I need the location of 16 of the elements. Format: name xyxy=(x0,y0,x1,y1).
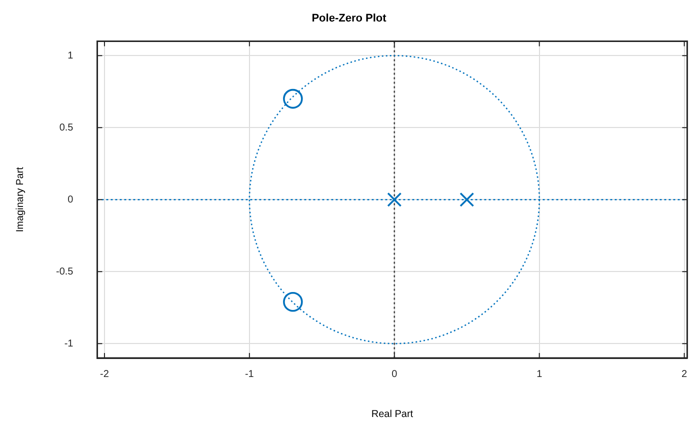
y-tick-label: 0.5 xyxy=(59,122,74,134)
y-tick-label: -0.5 xyxy=(56,266,74,278)
point xyxy=(283,292,303,312)
x-tick-label: -2 xyxy=(100,368,110,380)
y-tick-label: -1 xyxy=(64,338,74,350)
y-tick-label: 0 xyxy=(68,194,74,206)
y-tick-label: 1 xyxy=(68,50,74,62)
x-tick-label: 0 xyxy=(392,368,398,380)
point xyxy=(283,88,303,109)
x-tick-label: -1 xyxy=(244,368,254,380)
x-axis-title: Real Part xyxy=(371,408,414,420)
x-tick-label: 2 xyxy=(682,368,688,380)
point xyxy=(460,192,474,207)
y-axis-title: Imaginary Part xyxy=(14,166,26,232)
x-tick-label: 1 xyxy=(536,368,543,380)
chart-title: Pole-Zero Plot xyxy=(312,12,387,25)
